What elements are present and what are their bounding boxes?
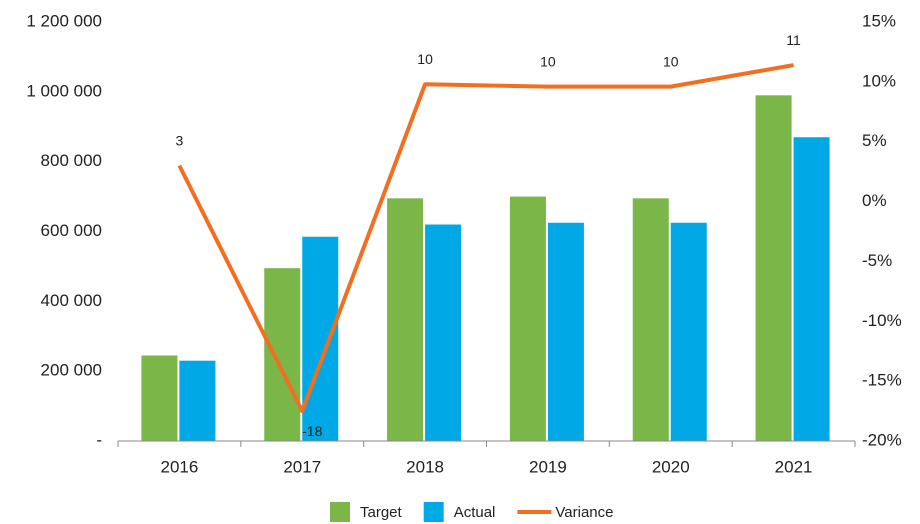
y2-tick-label: -15% xyxy=(862,371,902,390)
y-tick-label: - xyxy=(96,430,102,449)
bar xyxy=(141,355,178,441)
data-label: -18 xyxy=(302,423,322,439)
legend-swatch xyxy=(330,502,350,522)
y2-tick-label: 15% xyxy=(862,11,896,30)
legend-label: Target xyxy=(360,504,403,521)
x-tick-label: 2017 xyxy=(283,457,321,476)
line xyxy=(177,63,794,414)
x-tick-label: 2019 xyxy=(529,457,567,476)
y-tick-label: 400 000 xyxy=(41,291,102,310)
y-tick-label: 600 000 xyxy=(41,221,102,240)
y-tick-label: 1 200 000 xyxy=(26,11,102,30)
bar xyxy=(387,198,424,441)
y2-tick-label: 5% xyxy=(862,131,887,150)
bar xyxy=(755,95,792,441)
data-label: 10 xyxy=(417,51,433,67)
data-label: 10 xyxy=(540,53,556,69)
y2-tick-label: -10% xyxy=(862,311,902,330)
data-label: 11 xyxy=(786,32,801,48)
bar xyxy=(509,196,546,441)
y2-tick-label: -5% xyxy=(862,251,892,270)
bar xyxy=(264,268,301,441)
y-tick-label: 800 000 xyxy=(41,151,102,170)
bar xyxy=(632,198,669,441)
bar xyxy=(547,222,584,441)
x-tick-label: 2020 xyxy=(652,457,690,476)
data-label: 10 xyxy=(663,53,679,69)
x-tick-label: 2016 xyxy=(161,457,199,476)
y-tick-label: 200 000 xyxy=(41,361,102,380)
y2-tick-label: -20% xyxy=(862,430,902,449)
legend-swatch xyxy=(423,502,444,522)
legend-label: Actual xyxy=(454,504,496,521)
bar xyxy=(302,236,339,441)
x-tick-label: 2018 xyxy=(406,457,444,476)
bar xyxy=(670,222,707,441)
bar xyxy=(425,224,462,441)
bar xyxy=(179,360,216,441)
bar xyxy=(793,137,830,441)
data-label: 3 xyxy=(176,132,184,148)
x-tick-label: 2021 xyxy=(775,457,813,476)
y-tick-label: 1 000 000 xyxy=(26,81,102,100)
legend-label: Variance xyxy=(555,504,613,521)
y2-tick-label: 10% xyxy=(862,71,896,90)
y2-tick-label: 0% xyxy=(862,191,887,210)
